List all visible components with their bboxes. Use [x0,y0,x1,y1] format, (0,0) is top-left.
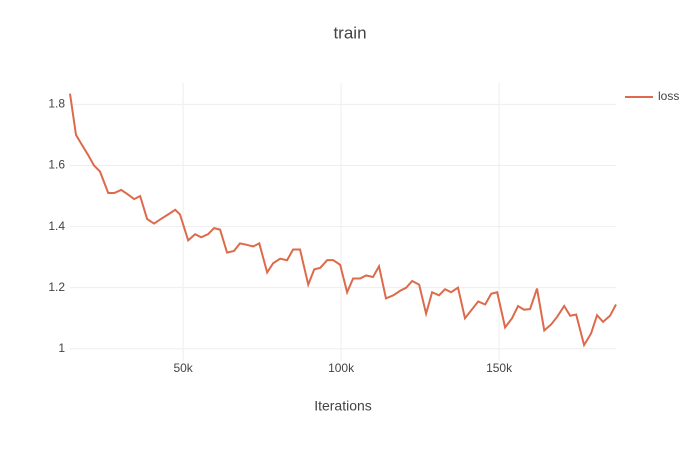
y-tick-label: 1.2 [48,280,65,294]
y-tick-label: 1.4 [48,219,65,233]
x-tick-label: 100k [328,361,355,375]
chart-title: train [333,23,366,42]
x-axis-title: Iterations [314,398,372,414]
x-tick-label: 50k [173,361,193,375]
legend-label: loss [658,89,679,103]
x-tick-label: 150k [486,361,513,375]
line-series [69,93,617,348]
y-tick-label: 1.6 [48,158,65,172]
y-tick-label: 1.8 [48,97,65,111]
y-tick-label: 1 [58,341,65,355]
